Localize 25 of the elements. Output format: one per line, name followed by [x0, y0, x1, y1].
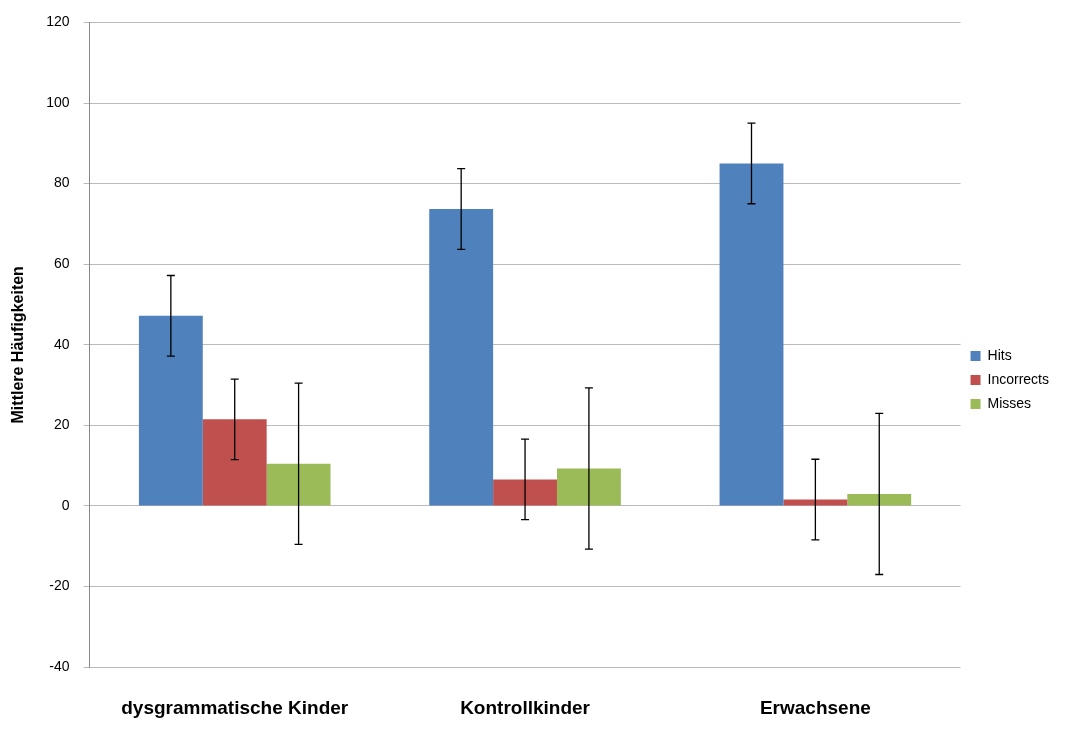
y-tick-label: 100	[46, 93, 70, 110]
bar	[719, 163, 784, 506]
legend-label: Hits	[987, 346, 1012, 363]
x-tick-label: Erwachsene	[759, 696, 871, 718]
x-tick-label: dysgrammatische Kinder	[121, 696, 349, 718]
bar	[429, 208, 494, 506]
bar	[493, 479, 557, 506]
bar	[556, 468, 621, 506]
y-tick-label: 80	[53, 174, 70, 191]
y-tick-label: -20	[49, 577, 70, 594]
bar	[783, 499, 848, 506]
y-tick-label: 40	[53, 335, 70, 352]
y-tick-label: 120	[46, 13, 70, 30]
y-axis-title: Mittlere Häufigkeiten	[9, 266, 27, 424]
bar	[138, 315, 203, 506]
x-tick-label: Kontrollkinder	[460, 696, 591, 718]
legend-label: Misses	[987, 394, 1032, 411]
y-tick-label: -40	[49, 658, 70, 675]
bar	[847, 493, 912, 506]
y-tick-label: 20	[53, 416, 70, 433]
legend-label: Incorrects	[987, 370, 1050, 387]
bar	[202, 419, 267, 506]
y-tick-label: 60	[53, 255, 70, 272]
bar	[266, 463, 331, 506]
y-tick-label: 0	[61, 496, 70, 513]
